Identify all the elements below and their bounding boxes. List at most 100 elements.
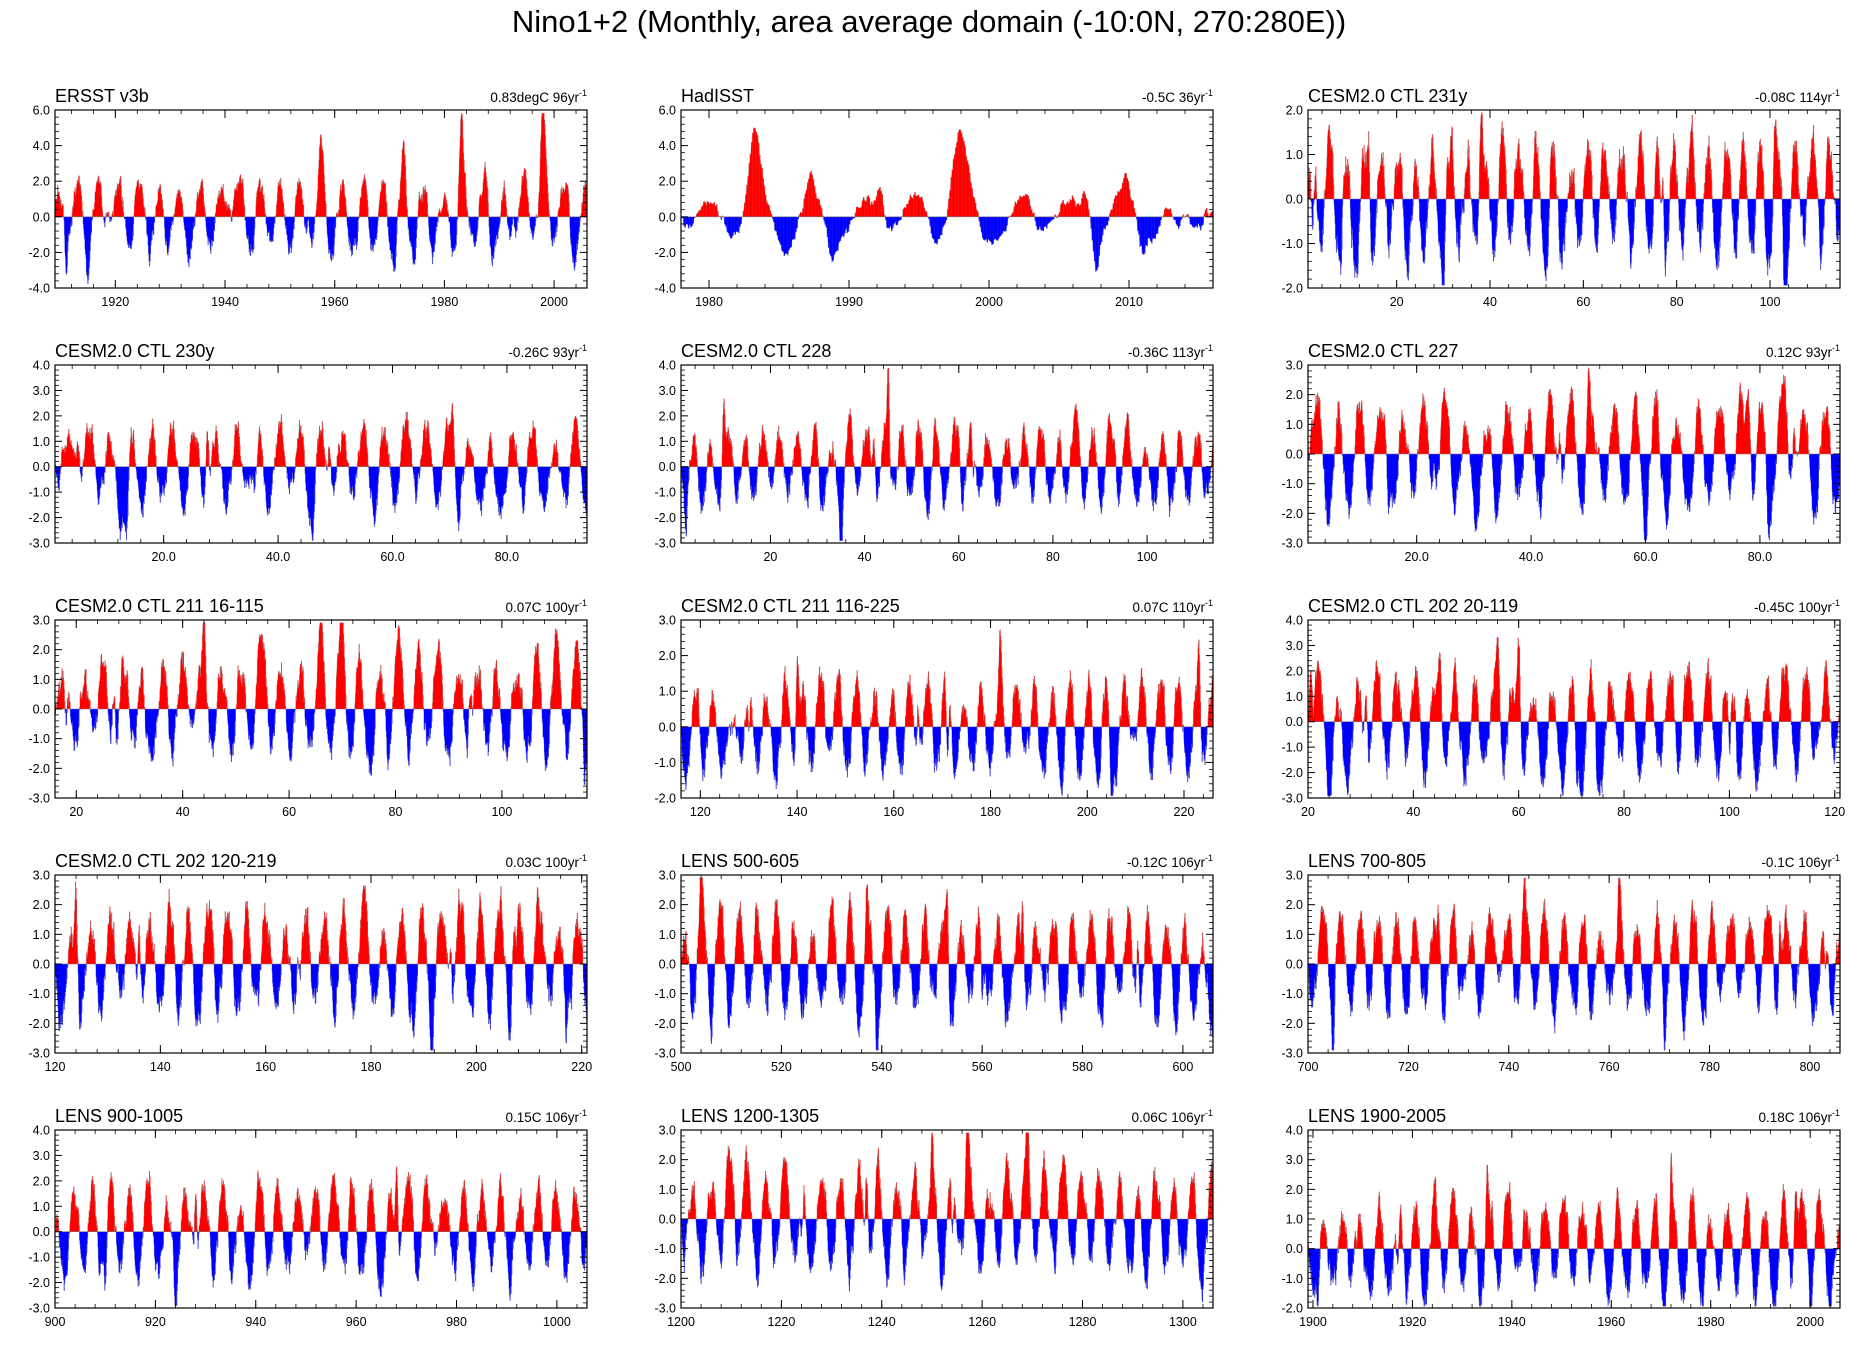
- negative-bar: [517, 216, 518, 221]
- positive-bar: [72, 208, 74, 217]
- negative-bar: [70, 216, 71, 228]
- y-tick-label: -1.0: [28, 486, 50, 500]
- negative-bar: [1042, 216, 1045, 232]
- trend-label: -0.36C 113yr-1: [1128, 343, 1213, 360]
- positive-bar: [1134, 212, 1137, 217]
- negative-bar: [453, 216, 455, 251]
- negative-bar: [1007, 216, 1010, 219]
- negative-bar: [727, 216, 730, 234]
- positive-bar: [871, 201, 873, 217]
- trend-superscript: -1: [1205, 88, 1213, 98]
- negative-bar: [212, 216, 214, 242]
- positive-bar: [257, 191, 258, 217]
- negative-bar: [165, 216, 167, 245]
- negative-bar: [448, 216, 450, 222]
- positive-bar: [223, 194, 225, 217]
- positive-bar: [234, 190, 236, 217]
- positive-bar: [382, 179, 384, 217]
- positive-bar: [713, 201, 716, 217]
- negative-bar: [986, 216, 989, 243]
- negative-bar: [90, 216, 92, 242]
- negative-bar: [373, 216, 374, 248]
- positive-bar: [100, 185, 102, 217]
- negative-bar: [735, 216, 738, 232]
- positive-bar: [140, 184, 141, 217]
- negative-bar: [66, 216, 68, 267]
- negative-bar: [368, 216, 370, 231]
- negative-bar: [87, 216, 89, 285]
- positive-bar: [1206, 207, 1208, 217]
- negative-bar: [832, 216, 835, 261]
- positive-bar: [359, 196, 361, 217]
- positive-bar: [323, 174, 325, 217]
- positive-bar: [142, 197, 144, 217]
- positive-bar: [1210, 211, 1213, 217]
- negative-bar: [1098, 216, 1101, 256]
- negative-bar: [435, 216, 437, 235]
- positive-bar: [807, 182, 809, 217]
- negative-bar: [576, 216, 577, 255]
- negative-bar: [891, 216, 893, 232]
- negative-bar: [387, 216, 389, 228]
- positive-bar: [460, 119, 462, 217]
- negative-bar: [532, 216, 534, 240]
- negative-bar: [394, 216, 396, 271]
- positive-bar: [73, 202, 75, 217]
- negative-bar: [989, 216, 991, 241]
- positive-bar: [239, 175, 241, 217]
- negative-bar: [267, 216, 268, 236]
- positive-bar: [337, 215, 339, 217]
- positive-bar: [324, 183, 326, 217]
- positive-bar: [760, 164, 762, 217]
- positive-bar: [175, 205, 177, 217]
- negative-bar: [1175, 216, 1178, 225]
- negative-bar: [1148, 216, 1151, 239]
- positive-bar: [262, 198, 264, 217]
- negative-bar: [431, 216, 433, 248]
- positive-bar: [1015, 203, 1018, 217]
- positive-bar: [297, 183, 299, 217]
- positive-bar: [1167, 209, 1169, 217]
- negative-bar: [791, 216, 794, 240]
- negative-bar: [273, 216, 274, 235]
- positive-bar: [798, 214, 801, 217]
- positive-bar: [299, 181, 301, 217]
- negative-bar: [494, 216, 496, 246]
- negative-bar: [1099, 216, 1102, 245]
- negative-bar: [149, 216, 151, 262]
- positive-bar: [400, 170, 402, 217]
- x-tick-label: 40: [1483, 295, 1497, 309]
- positive-bar: [160, 185, 162, 217]
- negative-bar: [407, 216, 409, 230]
- negative-bar: [829, 216, 831, 255]
- negative-bar: [290, 216, 292, 248]
- positive-bar: [404, 154, 406, 217]
- negative-bar: [165, 216, 167, 242]
- negative-bar: [164, 216, 166, 239]
- positive-bar: [1031, 209, 1033, 217]
- positive-bar: [175, 201, 177, 217]
- x-tick-label: 2010: [1115, 295, 1143, 309]
- negative-bar: [550, 216, 552, 240]
- positive-bar: [1369, 197, 1371, 199]
- positive-bar: [114, 195, 116, 217]
- negative-bar: [1137, 216, 1139, 231]
- negative-bar: [352, 216, 353, 255]
- negative-bar: [720, 216, 723, 220]
- negative-bar: [408, 216, 410, 236]
- x-tick-label: 1920: [101, 295, 129, 309]
- positive-bar: [909, 194, 912, 217]
- negative-bar: [268, 216, 270, 232]
- positive-bar: [233, 197, 235, 217]
- positive-bar: [924, 210, 927, 217]
- positive-bar: [860, 206, 863, 217]
- negative-bar: [189, 216, 191, 259]
- negative-bar: [253, 216, 255, 236]
- positive-bar: [113, 199, 115, 217]
- positive-bar: [812, 179, 815, 217]
- negative-bar: [413, 216, 415, 265]
- negative-bar: [68, 216, 70, 235]
- negative-bar: [826, 216, 829, 238]
- positive-bar: [523, 172, 525, 217]
- negative-bar: [789, 216, 791, 249]
